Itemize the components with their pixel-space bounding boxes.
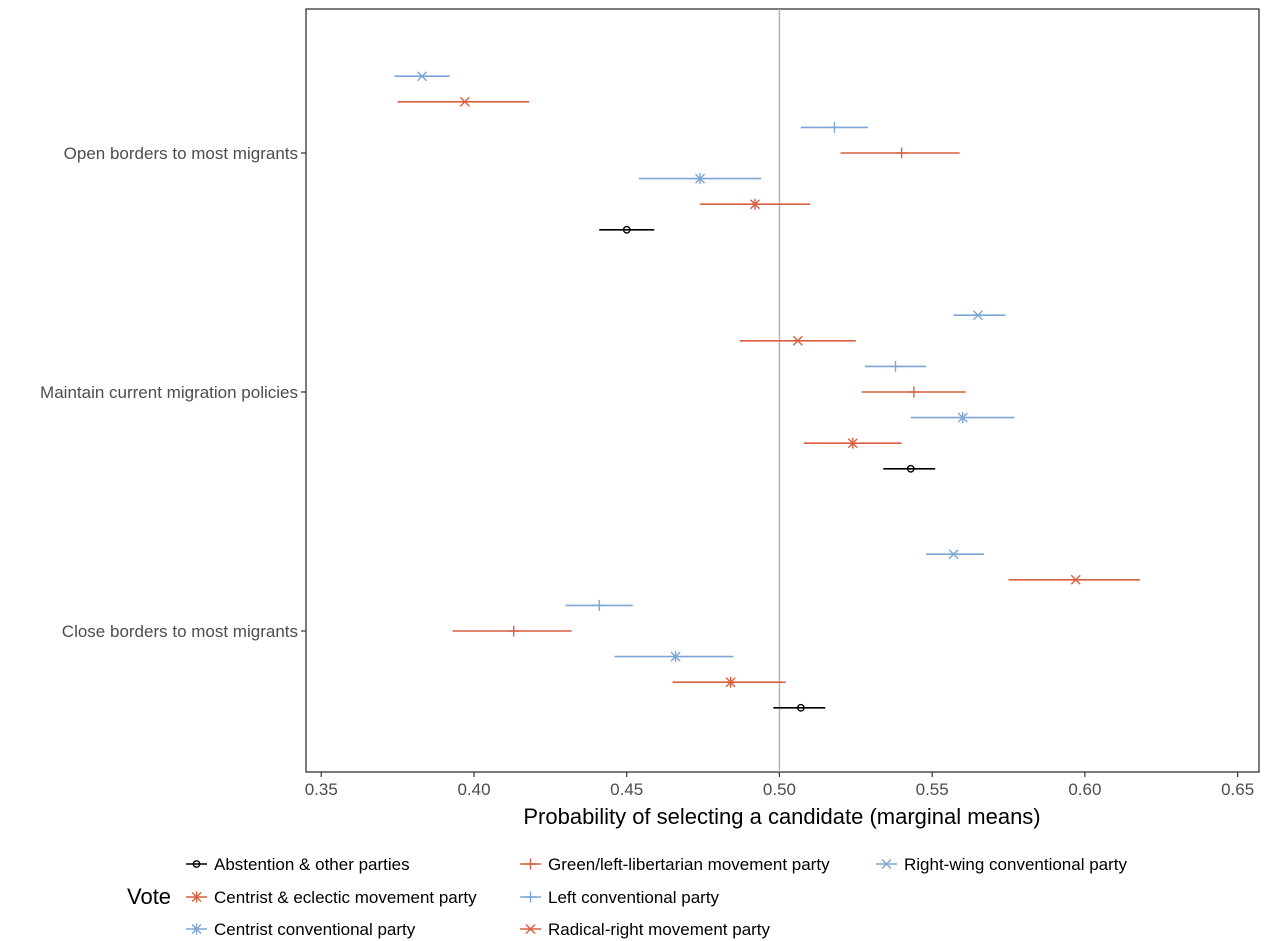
legend-label: Radical-right movement party [548, 920, 771, 939]
x-tick-label: 0.50 [763, 780, 796, 799]
plot-panel [305, 8, 1260, 773]
y-tick-label: Close borders to most migrants [62, 622, 298, 641]
data-point [796, 703, 805, 712]
y-axis: Open borders to most migrants Maintain cu… [40, 144, 306, 641]
data-point [972, 310, 983, 321]
data-point [828, 121, 840, 133]
data-point [725, 676, 736, 688]
series-layer [394, 71, 1140, 712]
data-point [1070, 574, 1081, 585]
legend-item: Left conventional party [520, 888, 720, 907]
legend-key-marker [191, 923, 202, 935]
data-point [957, 412, 968, 424]
data-point [906, 464, 915, 473]
data-point [508, 625, 520, 637]
data-point [847, 437, 858, 449]
data-point [896, 147, 908, 159]
x-axis: 0.35 0.40 0.45 0.50 0.55 0.60 0.65 [305, 772, 1254, 799]
legend-key-marker [525, 891, 536, 903]
data-point [948, 549, 959, 560]
series-centrist-eclectic-movement-party [672, 198, 902, 688]
legend-item: Right-wing conventional party [876, 855, 1128, 874]
data-point [417, 71, 428, 82]
y-tick-label: Maintain current migration policies [40, 383, 298, 402]
legend-key-marker [192, 860, 201, 868]
x-tick-label: 0.40 [457, 780, 490, 799]
series-green-left-libertarian-movement-party [452, 147, 966, 637]
data-point [593, 599, 605, 611]
series-abstention-other-parties [599, 225, 936, 712]
legend-label: Green/left-libertarian movement party [548, 855, 830, 874]
series-centrist-conventional-party [614, 173, 1015, 663]
series-left-conventional-party [565, 121, 927, 611]
legend-item: Centrist & eclectic movement party [186, 888, 477, 907]
series-right-wing-conventional-party [394, 71, 1006, 560]
x-tick-label: 0.65 [1221, 780, 1254, 799]
legend-title: Vote [127, 884, 171, 909]
legend-item: Centrist conventional party [186, 920, 416, 939]
legend-item: Green/left-libertarian movement party [520, 855, 830, 874]
data-point [459, 96, 470, 107]
x-axis-title: Probability of selecting a candidate (ma… [523, 804, 1040, 829]
legend-item: Abstention & other parties [186, 855, 410, 874]
y-tick-label: Open borders to most migrants [64, 144, 298, 163]
legend: Vote Abstention & other parties Centrist &… [127, 855, 1128, 939]
x-tick-label: 0.35 [305, 780, 338, 799]
legend-label: Left conventional party [548, 888, 720, 907]
x-tick-label: 0.45 [610, 780, 643, 799]
x-tick-label: 0.55 [916, 780, 949, 799]
legend-label: Centrist conventional party [214, 920, 416, 939]
legend-label: Centrist & eclectic movement party [214, 888, 477, 907]
data-point [750, 198, 761, 210]
data-point [695, 173, 706, 185]
legend-item: Radical-right movement party [520, 920, 771, 939]
data-point [622, 225, 631, 234]
legend-key-marker [525, 858, 536, 870]
legend-key-marker [881, 859, 892, 869]
data-point [890, 360, 902, 372]
data-point [908, 386, 920, 398]
x-tick-label: 0.60 [1068, 780, 1101, 799]
legend-label: Right-wing conventional party [904, 855, 1128, 874]
data-point [792, 335, 803, 346]
data-point [670, 651, 681, 663]
legend-key-marker [191, 891, 202, 903]
legend-label: Abstention & other parties [214, 855, 410, 874]
legend-key-marker [525, 924, 536, 934]
series-radical-right-movement-party [397, 96, 1140, 585]
